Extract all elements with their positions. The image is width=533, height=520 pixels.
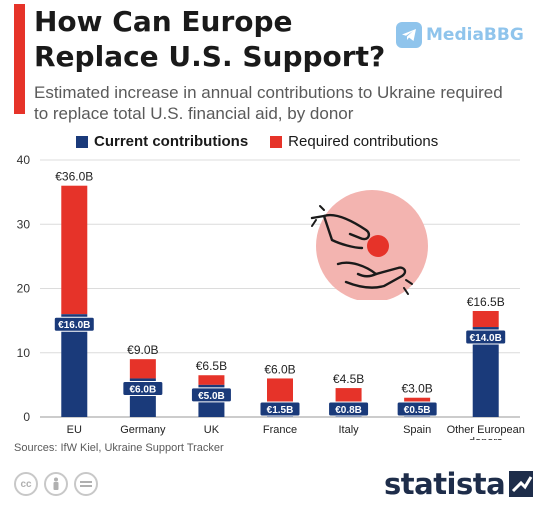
- data-label-current-badge: [328, 401, 370, 417]
- x-tick-label: Other European: [447, 424, 525, 436]
- data-label-total: €36.0B: [55, 170, 93, 184]
- license-icons: cc: [14, 472, 98, 496]
- bar-required: [129, 359, 156, 379]
- bar-required: [61, 185, 88, 315]
- data-label-total: €16.5B: [467, 295, 505, 309]
- legend-label-required: Required contributions: [288, 133, 439, 150]
- legend-swatch-current: [76, 135, 88, 148]
- statista-logo: statista: [384, 467, 533, 501]
- data-label-current-badge: [122, 380, 164, 396]
- legend: Current contributions Required contribut…: [76, 133, 460, 150]
- data-label-total: €6.0B: [264, 362, 295, 376]
- chart-title: How Can Europe Replace U.S. Support?: [34, 5, 386, 73]
- no-derivatives-icon: [74, 472, 98, 496]
- bar-chart: 0 10 20 30 40 €36.0B €16.0B EU €9.0B €6.0B Germany…: [17, 153, 525, 440]
- data-label-current: €0.5B: [404, 405, 431, 416]
- x-tick-label: Spain: [403, 424, 431, 436]
- brand-text: statista: [384, 467, 506, 501]
- data-label-current: €16.0B: [58, 320, 90, 331]
- y-tick-label: 20: [17, 282, 31, 296]
- x-tick-label: Italy: [338, 424, 359, 436]
- data-label-total: €9.0B: [127, 343, 158, 357]
- y-tick-label: 10: [17, 346, 31, 360]
- y-tick-label: 30: [17, 217, 31, 231]
- data-label-current: €5.0B: [198, 391, 225, 402]
- bar-required: [472, 310, 499, 328]
- data-label-current-badge: [465, 329, 507, 345]
- data-label-current-badge: [53, 316, 95, 332]
- x-tick-label: UK: [204, 424, 220, 436]
- creative-commons-icon: cc: [14, 472, 38, 496]
- data-label-current-badge: [259, 401, 301, 417]
- x-tick-label: Germany: [120, 424, 166, 436]
- telegram-icon: [396, 22, 422, 48]
- data-label-current: €0.8B: [335, 405, 362, 416]
- chart-subtitle: Estimated increase in annual contributio…: [34, 83, 503, 123]
- legend-item-required: Required contributions: [270, 133, 438, 150]
- source-note: Sources: IfW Kiel, Ukraine Support Track…: [14, 442, 224, 454]
- legend-item-current: Current contributions: [76, 133, 248, 150]
- y-tick-label: 0: [23, 410, 30, 424]
- legend-label-current: Current contributions: [94, 133, 249, 150]
- data-label-total: €3.0B: [401, 382, 432, 396]
- statista-logo-icon: [509, 471, 533, 497]
- attribution-icon: [44, 472, 68, 496]
- data-label-current: €14.0B: [470, 333, 502, 344]
- x-tick-label: EU: [67, 424, 82, 436]
- bar-required: [198, 375, 225, 385]
- watermark-text: MediaBBG: [426, 25, 524, 45]
- data-label-current: €1.5B: [267, 405, 294, 416]
- y-tick-label: 40: [17, 153, 31, 167]
- data-label-total: €6.5B: [196, 359, 227, 373]
- watermark: MediaBBG: [396, 22, 524, 48]
- data-label-total: €4.5B: [333, 372, 364, 386]
- x-tick-label: France: [263, 424, 297, 436]
- title-accent-bar: [14, 4, 25, 114]
- x-tick-label: donors: [469, 436, 503, 440]
- data-label-current: €6.0B: [130, 384, 157, 395]
- hands-coin-illustration: [310, 190, 428, 300]
- legend-swatch-required: [270, 135, 283, 148]
- data-label-current-badge: [190, 387, 232, 403]
- data-label-current-badge: [396, 401, 438, 417]
